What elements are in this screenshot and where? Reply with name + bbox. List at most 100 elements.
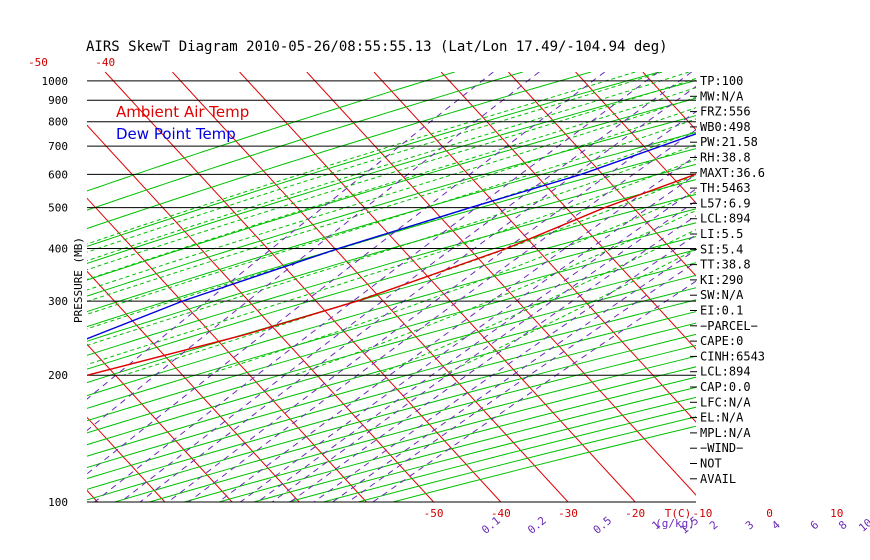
dry-adiabat (87, 299, 696, 469)
mixing-ratio-label: 10 (856, 516, 870, 534)
stability-index: EL:N/A (700, 411, 744, 425)
temp-unit-label: T(C) (665, 507, 692, 520)
dry-adiabat (87, 72, 455, 192)
isotherm (440, 72, 696, 350)
mixing-ratio-line (332, 249, 696, 502)
top-temp-tick-label: -40 (95, 56, 115, 69)
moist-adiabat (441, 248, 696, 376)
dry-adiabat (87, 72, 523, 211)
moist-adiabat (87, 72, 636, 245)
dry-adiabat (87, 249, 696, 422)
moist-adiabat (87, 144, 696, 346)
dry-adiabat (87, 322, 696, 490)
mixing-ratio-line (188, 129, 696, 502)
dry-adiabat (87, 311, 696, 480)
stability-index: −PARCEL− (700, 319, 758, 333)
stability-index: MW:N/A (700, 89, 744, 103)
dry-adiabat (149, 355, 696, 502)
dry-adiabat (184, 366, 696, 502)
dry-adiabat (87, 115, 696, 297)
mixing-ratio-label: 0.2 (525, 514, 549, 537)
temperature-profile (87, 173, 696, 377)
stability-index: AVAIL (700, 472, 736, 486)
moist-adiabat (87, 118, 696, 315)
stability-index: L57:6.9 (700, 196, 751, 210)
stability-index: CINH:6543 (700, 349, 765, 363)
mixing-ratio-label: 2 (707, 518, 720, 532)
mixing-ratio-line (289, 215, 696, 502)
moist-adiabat (205, 191, 696, 376)
stability-index: WB0:498 (700, 120, 751, 134)
mixing-ratio-line (139, 85, 696, 502)
isotherm (104, 72, 502, 502)
pressure-tick-label: 300 (48, 295, 68, 308)
dry-adiabat (87, 262, 696, 434)
isotherm (239, 72, 636, 502)
legend-ambient-temp: Ambient Air Temp (116, 103, 249, 121)
mixing-ratio-line (87, 72, 605, 475)
moist-adiabat (87, 87, 696, 280)
stability-index: LCL:894 (700, 365, 751, 379)
dry-adiabat (87, 287, 696, 457)
bottom-temp-tick-label: -50 (424, 507, 444, 520)
bottom-temp-tick-label: -30 (558, 507, 578, 520)
pressure-tick-label: 200 (48, 369, 68, 382)
stability-index: LCL:894 (700, 212, 751, 226)
mixing-ratio-unit-label: (g/kg) (655, 517, 695, 530)
chart-title: AIRS SkewT Diagram 2010-05-26/08:55:55.1… (86, 39, 668, 55)
isotherm (87, 270, 300, 502)
stability-index: RH:38.8 (700, 151, 751, 165)
stability-index: −WIND− (700, 441, 743, 455)
pressure-tick-label: 900 (48, 94, 68, 107)
stability-index: TT:38.8 (700, 258, 751, 272)
isotherm (508, 72, 696, 277)
mixing-ratio-line (271, 200, 696, 502)
pressure-tick-label: 1000 (42, 75, 69, 88)
stability-index: TP:100 (700, 74, 743, 88)
isotherm (87, 416, 166, 502)
mixing-ratio-line (87, 72, 540, 432)
moist-adiabat (293, 209, 696, 376)
moist-adiabat (87, 107, 696, 303)
dry-adiabat (87, 163, 696, 342)
dry-adiabat (392, 425, 696, 502)
mixing-ratio-line (347, 261, 696, 502)
isotherm (0, 72, 30, 502)
bottom-temp-tick-label: -10 (692, 507, 712, 520)
stability-index: MAXT:36.6 (700, 166, 765, 180)
mixing-ratio-line (167, 111, 696, 502)
stability-index: PW:21.58 (700, 135, 758, 149)
mixing-ratio-line (87, 72, 494, 400)
isotherm (172, 72, 569, 502)
dry-adiabat (87, 222, 696, 397)
stability-index: CAPE:0 (700, 334, 743, 348)
top-temp-tick-label: -50 (28, 56, 48, 69)
stability-index: SW:N/A (700, 288, 744, 302)
pressure-tick-label: 100 (48, 496, 68, 509)
stability-index: NOT (700, 457, 722, 471)
bottom-temp-tick-label: 10 (830, 507, 843, 520)
isotherm (373, 72, 696, 423)
dry-adiabat (87, 131, 696, 313)
moist-adiabat (87, 77, 696, 271)
legend-dew-point-temp: Dew Point Temp (116, 125, 236, 143)
moist-adiabat (87, 158, 696, 366)
moist-adiabat (87, 72, 690, 262)
stability-index: LFC:N/A (700, 395, 751, 409)
stability-index: FRZ:556 (700, 105, 751, 119)
pressure-tick-label: 700 (48, 140, 68, 153)
dry-adiabat (253, 386, 696, 502)
dry-adiabat (87, 148, 696, 328)
dry-adiabat (288, 396, 696, 502)
y-axis-label: PRESSURE (MB) (72, 237, 85, 323)
dry-adiabat (87, 72, 592, 230)
isotherm (777, 72, 870, 502)
mixing-ratio-label: 8 (836, 518, 849, 532)
bottom-temp-tick-label: -40 (491, 507, 511, 520)
stability-index: EI:0.1 (700, 304, 743, 318)
moist-adiabat (87, 72, 663, 253)
isotherm (575, 72, 696, 204)
dry-adiabat (87, 236, 696, 409)
stability-index: MPL:N/A (700, 426, 751, 440)
